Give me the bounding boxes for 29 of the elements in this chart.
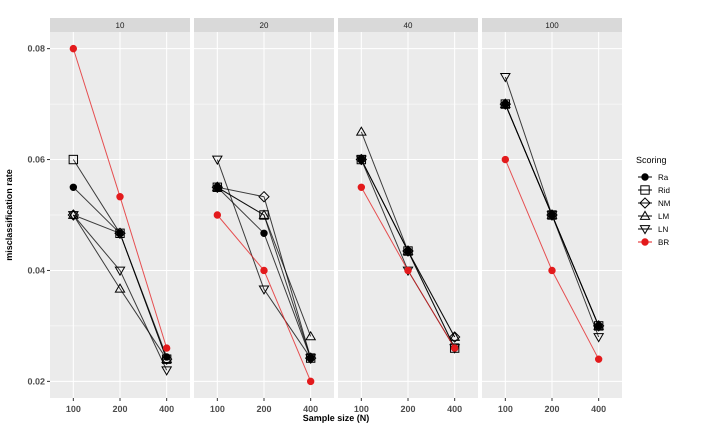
x-tick-label: 100 — [498, 404, 513, 414]
legend-label: Rid — [658, 186, 670, 195]
x-tick-label: 100 — [66, 404, 81, 414]
x-tick-label: 400 — [303, 404, 318, 414]
y-axis-title: misclassification rate — [4, 169, 14, 261]
x-tick-label: 200 — [400, 404, 416, 414]
y-tick-label: 0.08 — [27, 44, 45, 54]
y-tick-label: 0.02 — [27, 376, 45, 386]
legend-label: BR — [658, 238, 670, 247]
x-tick-label: 400 — [159, 404, 174, 414]
legend-label: NM — [658, 199, 671, 208]
y-tick-label: 0.04 — [27, 265, 45, 276]
legend-label: Ra — [658, 173, 669, 182]
legend-label: LM — [658, 212, 670, 221]
x-tick-label: 200 — [112, 404, 128, 414]
legend-label: LN — [658, 225, 668, 234]
x-tick-label: 200 — [544, 404, 560, 414]
chart-title: 100 — [545, 21, 560, 30]
legend-title: Scoring — [636, 155, 667, 165]
chart-title: 20 — [260, 21, 269, 30]
x-tick-label: 200 — [256, 404, 272, 414]
x-tick-label: 100 — [354, 404, 369, 414]
chart-title: 40 — [404, 21, 413, 30]
y-tick-label: 0.06 — [27, 154, 45, 165]
x-tick-label: 100 — [210, 404, 225, 414]
x-tick-label: 400 — [447, 404, 462, 414]
x-axis-title: Sample size (N) — [302, 413, 370, 423]
chart-title: 10 — [116, 21, 125, 30]
x-tick-label: 400 — [591, 404, 606, 414]
